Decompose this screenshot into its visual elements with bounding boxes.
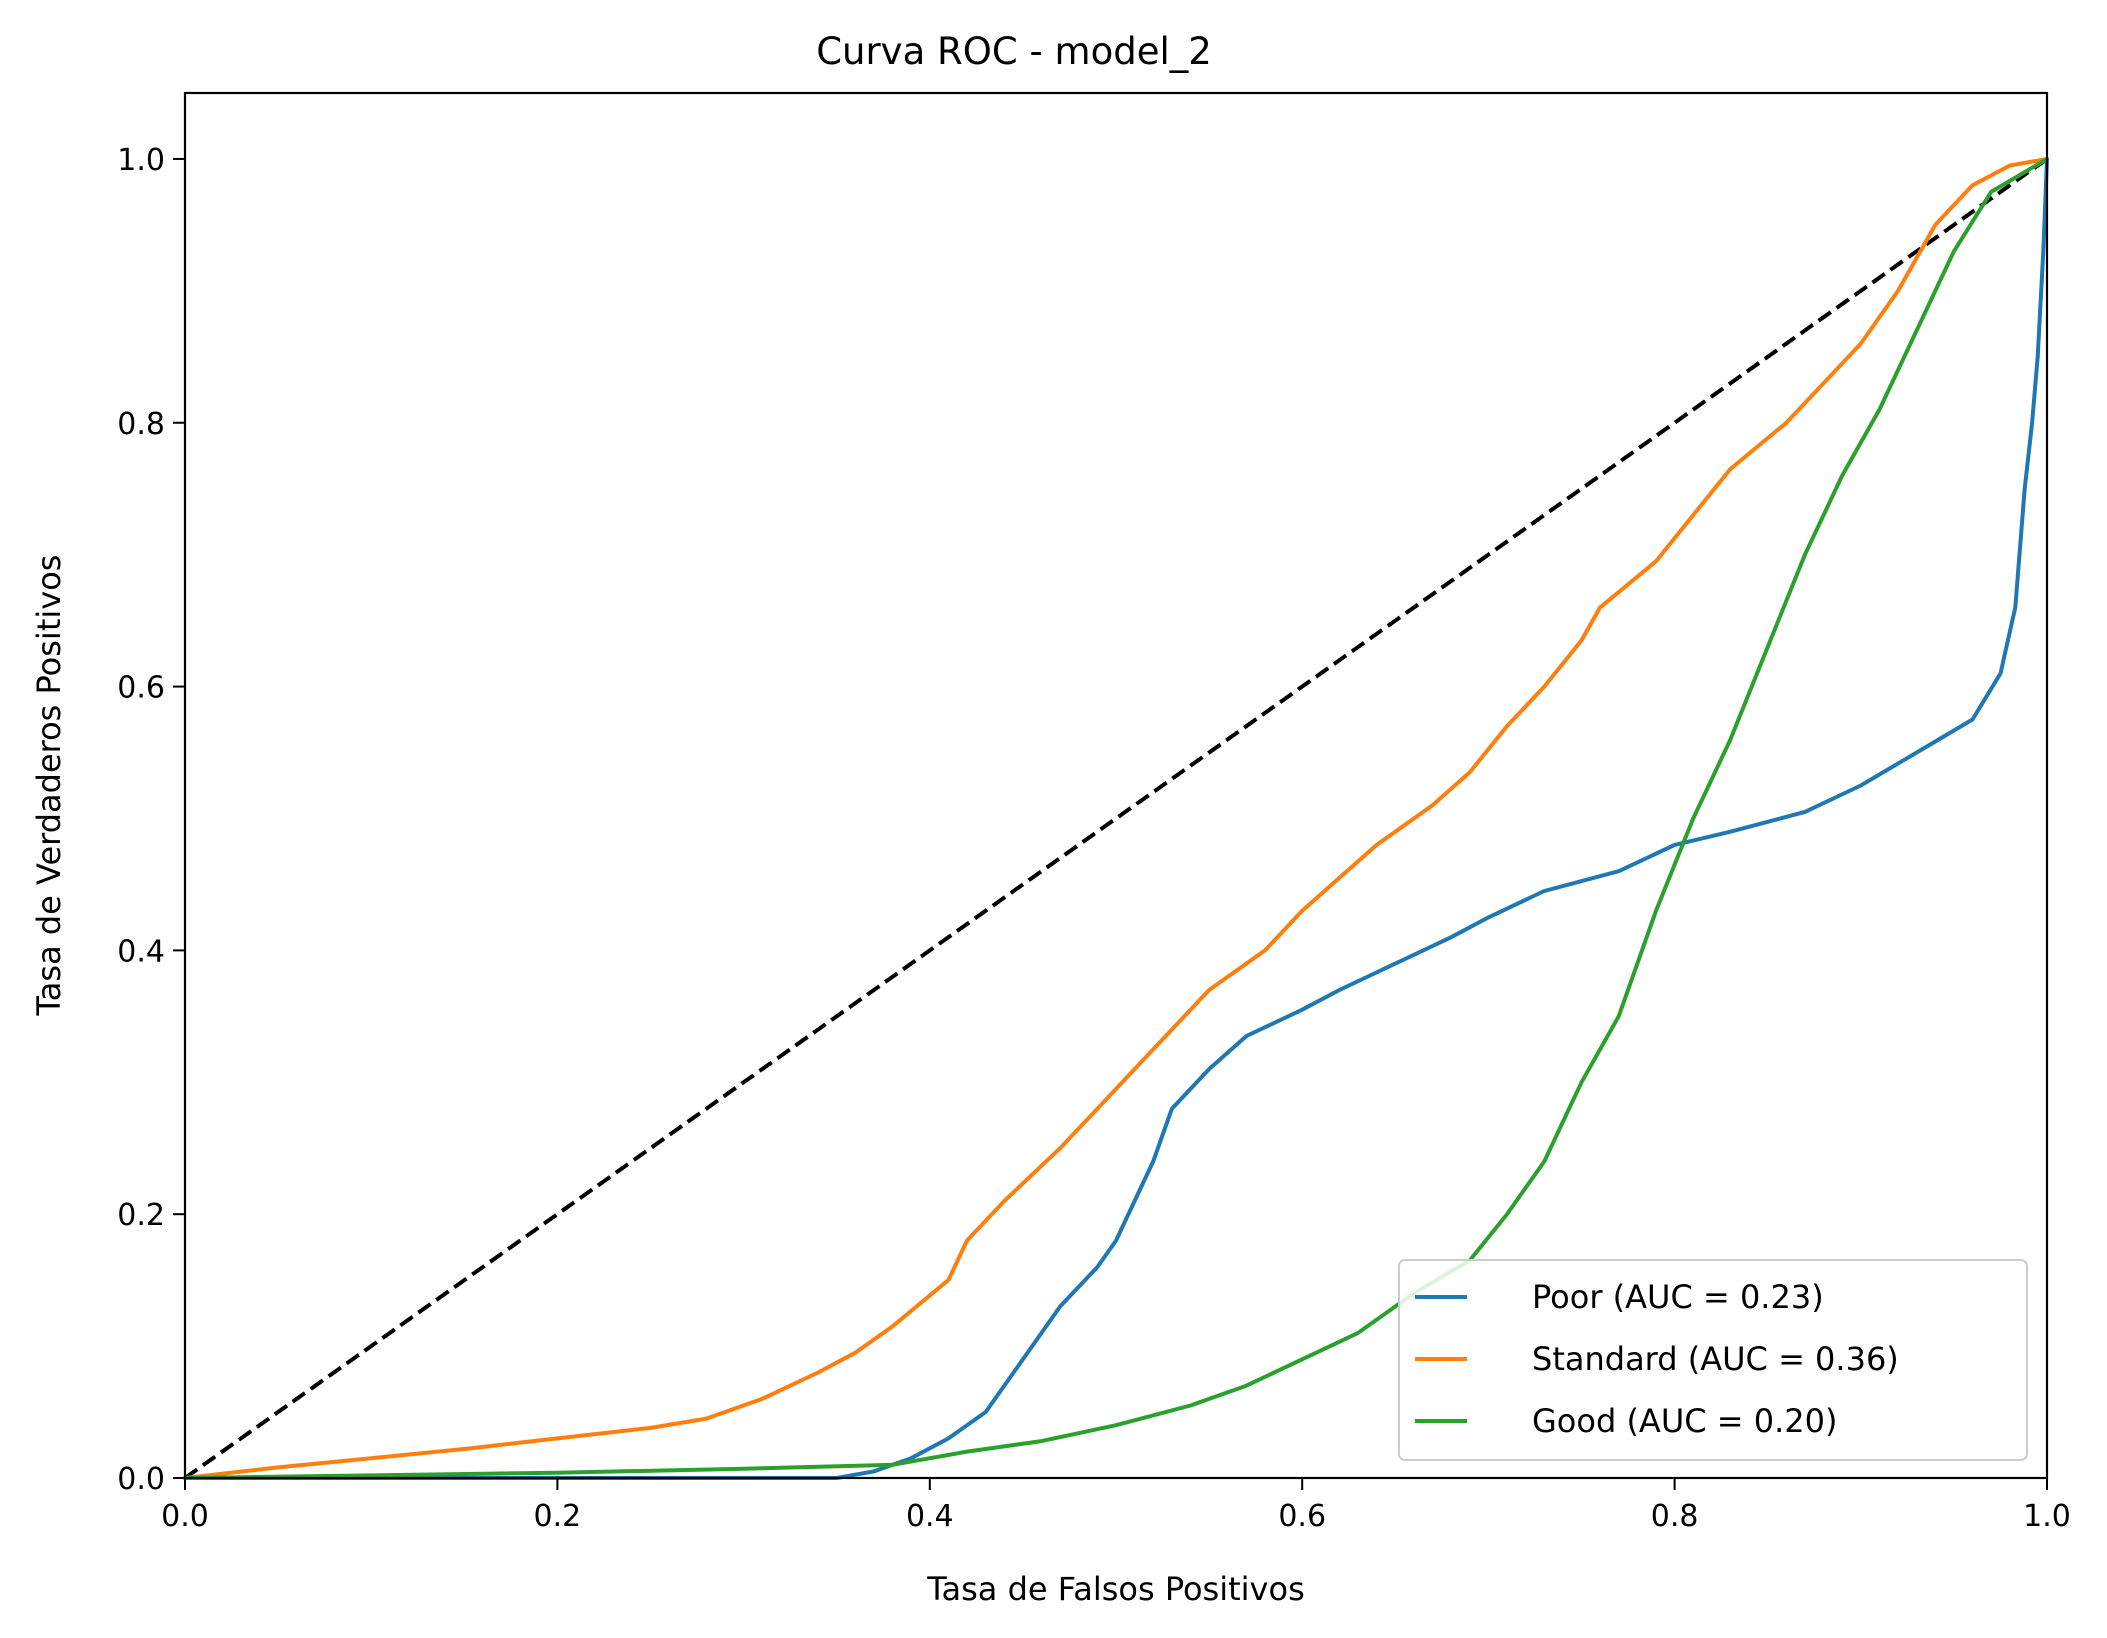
- legend-label: Poor (AUC = 0.23): [1532, 1278, 1824, 1316]
- x-tick-label: 0.8: [1651, 1499, 1699, 1534]
- roc-curve-2: [183, 157, 2049, 1480]
- y-tick-label: 0.4: [117, 934, 165, 969]
- series-group: [183, 157, 2049, 1480]
- x-tick-label: 0.0: [161, 1499, 209, 1534]
- legend-box: [1398, 1259, 2028, 1461]
- x-tick-label: 0.6: [1278, 1499, 1326, 1534]
- roc-curve-1: [183, 157, 2049, 1480]
- legend-label: Good (AUC = 0.20): [1532, 1402, 1837, 1440]
- x-tick-label: 1.0: [2023, 1499, 2071, 1534]
- plot-area: [183, 91, 2049, 1480]
- y-tick-label: 0.2: [117, 1198, 165, 1233]
- legend-label: Standard (AUC = 0.36): [1532, 1340, 1899, 1378]
- x-axis-label: Tasa de Falsos Positivos: [926, 1570, 1304, 1608]
- x-tick-label: 0.4: [906, 1499, 954, 1534]
- plot-frame: [183, 91, 2049, 1480]
- x-tick-label: 0.2: [534, 1499, 582, 1534]
- chance-line: [183, 157, 2049, 1480]
- y-tick-label: 0.0: [117, 1462, 165, 1497]
- legend: Poor (AUC = 0.23) Standard (AUC = 0.36) Go…: [1398, 1259, 2028, 1461]
- reference-line-group: [183, 157, 2049, 1480]
- y-axis: 0.0 0.2 0.4 0.6 0.8 1.0: [117, 143, 185, 1497]
- y-tick-label: 0.8: [117, 407, 165, 442]
- x-axis: 0.0 0.2 0.4 0.6 0.8 1.0: [161, 1478, 2071, 1534]
- y-tick-label: 0.6: [117, 671, 165, 706]
- y-axis-label: Tasa de Verdaderos Positivos: [30, 555, 68, 1017]
- roc-curve-3: [183, 157, 2049, 1480]
- chart-title: Curva ROC - model_2: [816, 30, 1212, 73]
- y-tick-label: 1.0: [117, 143, 165, 178]
